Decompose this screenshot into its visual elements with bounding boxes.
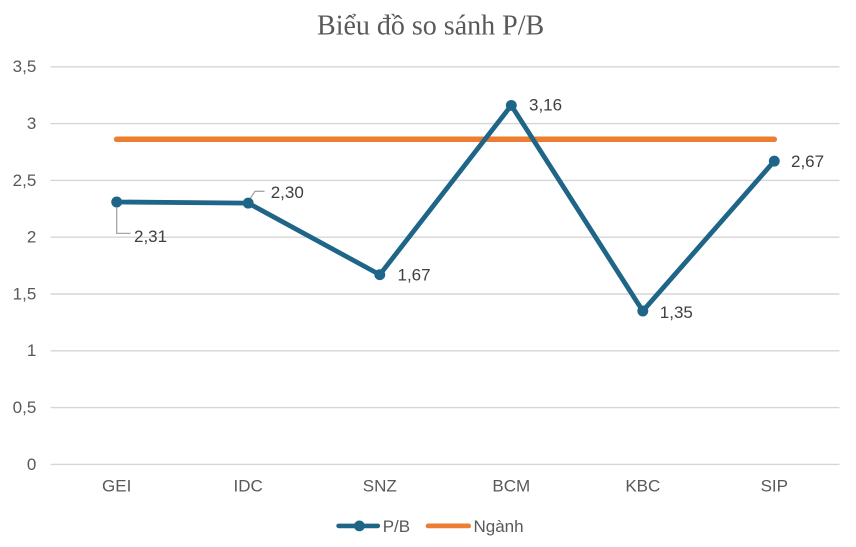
svg-text:Ngành: Ngành [474,517,524,536]
svg-text:2: 2 [27,228,36,247]
svg-text:2,30: 2,30 [271,183,304,202]
svg-text:2,31: 2,31 [134,227,167,246]
svg-text:KBC: KBC [625,476,660,495]
svg-text:1,35: 1,35 [660,303,693,322]
svg-text:P/B: P/B [383,517,410,536]
svg-text:1,5: 1,5 [13,284,37,303]
svg-text:SNZ: SNZ [363,476,397,495]
svg-text:2,5: 2,5 [13,171,37,190]
svg-text:2,67: 2,67 [791,152,824,171]
svg-text:Biểu đồ so sánh P/B: Biểu đồ so sánh P/B [317,11,544,42]
svg-text:3,5: 3,5 [13,57,37,76]
svg-text:SIP: SIP [761,476,788,495]
svg-text:IDC: IDC [234,476,263,495]
svg-text:BCM: BCM [492,476,530,495]
svg-text:1,67: 1,67 [398,265,431,284]
svg-text:1: 1 [27,341,36,360]
svg-text:3: 3 [27,114,36,133]
svg-text:0: 0 [27,455,36,474]
svg-text:0,5: 0,5 [13,398,37,417]
svg-text:GEI: GEI [102,476,131,495]
svg-text:3,16: 3,16 [529,96,562,115]
